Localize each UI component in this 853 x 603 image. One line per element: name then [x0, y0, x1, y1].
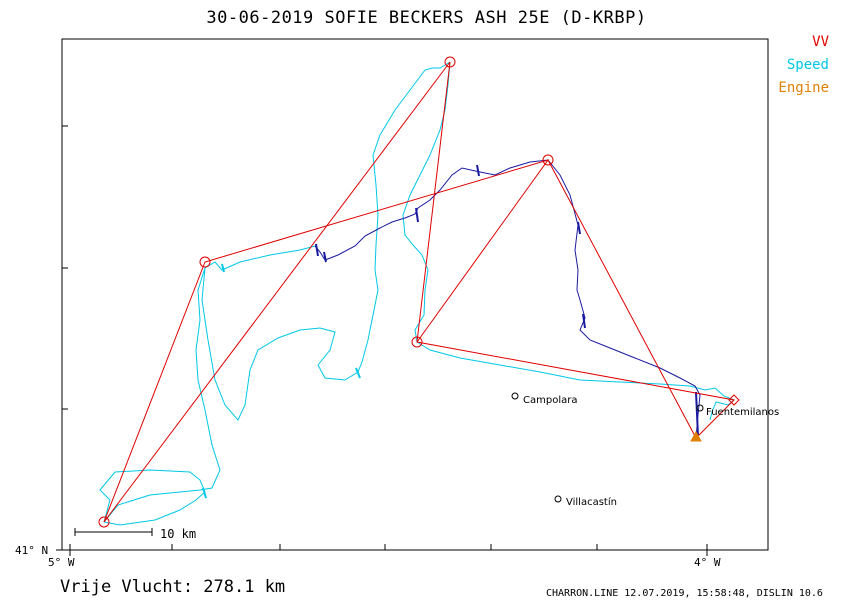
speed-clusters — [202, 263, 361, 499]
scale-label: 10 km — [160, 527, 197, 541]
axis-ticks — [56, 125, 708, 556]
legend-speed: Speed — [786, 57, 829, 73]
turnpoints — [98, 56, 554, 528]
turnpoint — [199, 256, 211, 268]
map-frame — [61, 38, 769, 551]
town-marker — [511, 392, 519, 400]
town-label: Fuentemilanos — [706, 407, 780, 418]
footer-info: CHARRON.LINE 12.07.2019, 15:58:48, DISLI… — [546, 588, 823, 599]
town-label: Campolara — [523, 395, 578, 406]
task-leg — [416, 61, 451, 343]
flight-track-speed — [99, 61, 735, 526]
legend-vv: VV — [812, 34, 829, 50]
longitude-east-label: 4° W — [694, 556, 721, 569]
task-route — [103, 159, 736, 523]
task-leg — [103, 61, 451, 523]
turnpoint — [542, 154, 554, 166]
start-triangle — [690, 430, 702, 442]
latitude-label: 41° N — [15, 544, 49, 557]
flight-track-vario — [314, 159, 701, 439]
finish-diamond — [728, 394, 740, 406]
vario-clusters — [315, 164, 699, 437]
town-marker — [554, 495, 562, 503]
town-label: Villacastín — [566, 497, 617, 508]
longitude-west-label: 5° W — [48, 556, 75, 569]
legend-engine: Engine — [778, 80, 829, 96]
turnpoint — [444, 56, 456, 68]
town-marker — [696, 404, 704, 412]
turnpoint — [411, 336, 423, 348]
scale-bar — [74, 528, 153, 536]
flight-distance: Vrije Vlucht: 278.1 km — [60, 577, 286, 597]
map-title: 30-06-2019 SOFIE BECKERS ASH 25E (D-KRBP… — [206, 8, 647, 28]
turnpoint — [98, 516, 110, 528]
